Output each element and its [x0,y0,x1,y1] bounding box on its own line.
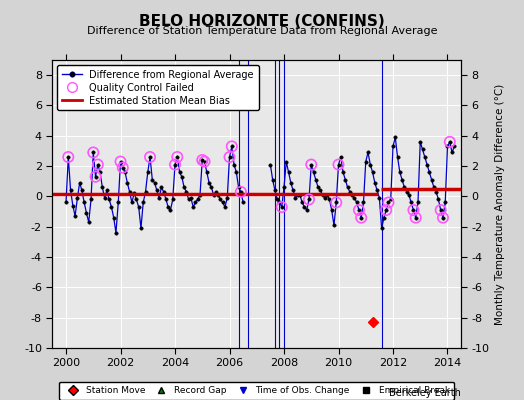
Text: BELO HORIZONTE (CONFINS): BELO HORIZONTE (CONFINS) [139,14,385,29]
Point [237,189,245,195]
Text: Difference of Station Temperature Data from Regional Average: Difference of Station Temperature Data f… [87,26,437,36]
Point [357,214,365,221]
Point [382,207,390,213]
Point [116,158,125,165]
Point [305,196,313,203]
Y-axis label: Monthly Temperature Anomaly Difference (°C): Monthly Temperature Anomaly Difference (… [495,83,505,325]
Point [118,164,127,171]
Point [355,207,363,213]
Point [436,207,445,213]
Point [200,158,209,165]
Point [198,157,206,163]
Point [171,161,179,168]
Legend: Station Move, Record Gap, Time of Obs. Change, Empirical Break: Station Move, Record Gap, Time of Obs. C… [59,382,454,400]
Point [225,154,234,160]
Point [307,161,315,168]
Point [334,161,343,168]
Point [439,214,447,221]
Point [445,139,454,145]
Point [227,143,236,150]
Point [384,199,392,206]
Point [91,174,100,180]
Point [146,154,154,160]
Point [89,149,97,156]
Text: Berkeley Earth: Berkeley Earth [389,388,461,398]
Point [332,199,341,206]
Point [278,204,286,210]
Point [64,154,72,160]
Point [411,214,420,221]
Point [94,161,102,168]
Point [409,207,418,213]
Point [173,154,181,160]
